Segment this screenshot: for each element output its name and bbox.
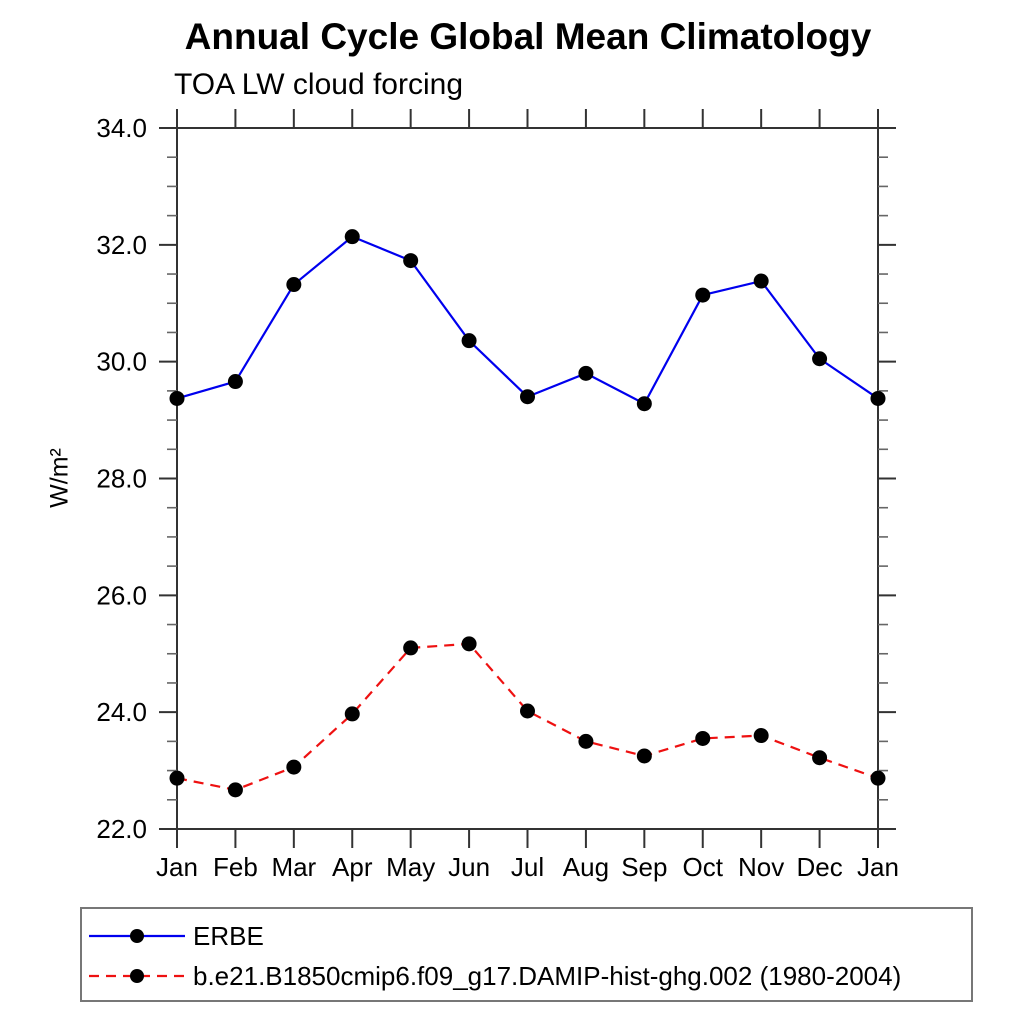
chart-subtitle: TOA LW cloud forcing xyxy=(174,68,464,101)
svg-text:26.0: 26.0 xyxy=(96,580,147,610)
svg-text:Oct: Oct xyxy=(683,852,724,882)
svg-text:Dec: Dec xyxy=(796,852,842,882)
svg-text:Feb: Feb xyxy=(213,852,258,882)
svg-text:Jun: Jun xyxy=(448,852,490,882)
svg-text:Apr: Apr xyxy=(332,852,373,882)
svg-text:Jan: Jan xyxy=(156,852,198,882)
chart-title: Annual Cycle Global Mean Climatology xyxy=(184,16,872,57)
legend-label-model: b.e21.B1850cmip6.f09_g17.DAMIP-hist-ghg.… xyxy=(193,960,902,991)
svg-text:Nov: Nov xyxy=(738,852,784,882)
svg-text:Jul: Jul xyxy=(511,852,544,882)
legend: ERBE b.e21.B1850cmip6.f09_g17.DAMIP-hist… xyxy=(80,907,973,1002)
svg-text:May: May xyxy=(386,852,435,882)
legend-item-model: b.e21.B1850cmip6.f09_g17.DAMIP-hist-ghg.… xyxy=(87,956,971,996)
legend-item-erbe: ERBE xyxy=(87,916,971,956)
svg-text:28.0: 28.0 xyxy=(96,464,147,494)
svg-text:22.0: 22.0 xyxy=(96,814,147,844)
svg-text:24.0: 24.0 xyxy=(96,697,147,727)
svg-text:30.0: 30.0 xyxy=(96,347,147,377)
svg-text:34.0: 34.0 xyxy=(96,113,147,143)
svg-text:Sep: Sep xyxy=(621,852,667,882)
legend-label-erbe: ERBE xyxy=(193,920,264,951)
svg-text:Mar: Mar xyxy=(271,852,316,882)
svg-text:Jan: Jan xyxy=(857,852,899,882)
svg-text:Aug: Aug xyxy=(563,852,609,882)
legend-line-marker-icon xyxy=(89,929,185,943)
svg-text:32.0: 32.0 xyxy=(96,230,147,260)
legend-line-marker-icon xyxy=(89,969,185,983)
